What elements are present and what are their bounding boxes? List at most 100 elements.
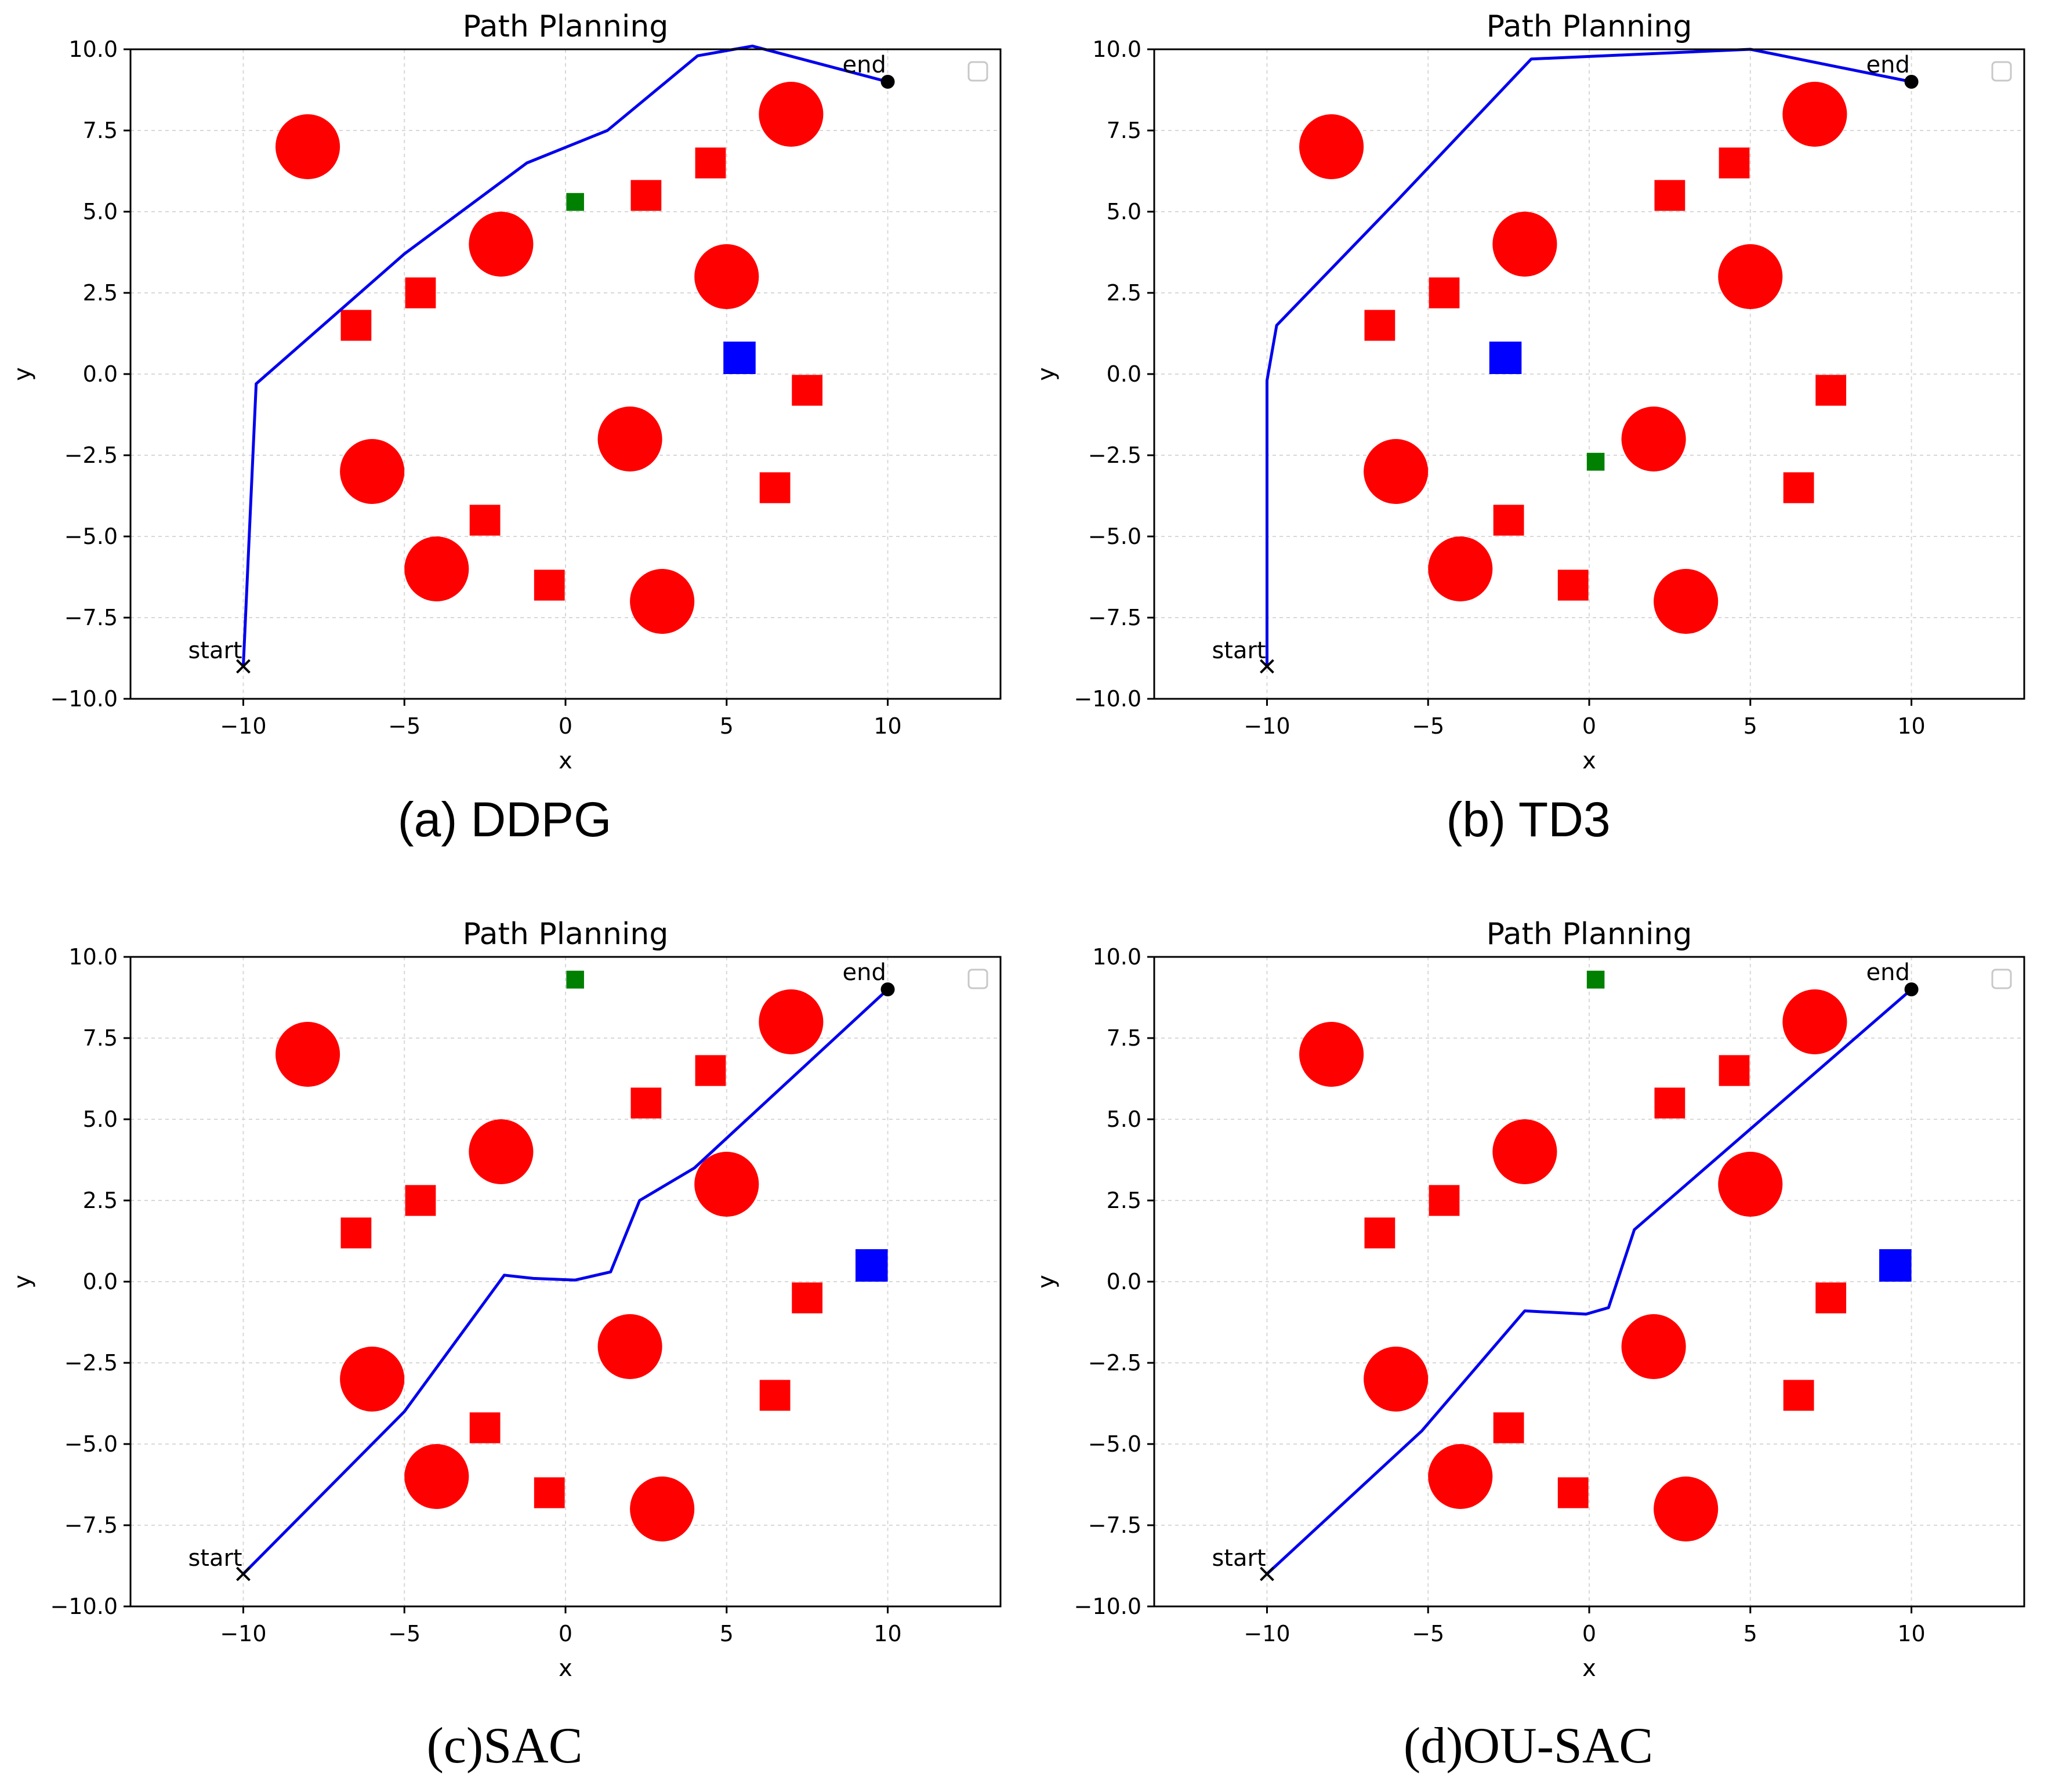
y-tick-label: −5.0	[64, 1431, 118, 1457]
y-tick-label: −5.0	[1088, 524, 1141, 549]
x-tick-label: 5	[720, 713, 734, 739]
obstacle-square	[759, 472, 791, 503]
y-axis-label: y	[1033, 1275, 1060, 1289]
obstacle-circle	[759, 82, 824, 147]
obstacle-square	[695, 1055, 726, 1086]
y-tick-label: 5.0	[1107, 199, 1141, 224]
obstacle-circle	[1428, 536, 1493, 601]
x-axis-label: x	[1582, 1655, 1596, 1682]
y-tick-label: 2.5	[1107, 1188, 1141, 1213]
y-tick-label: −10.0	[50, 1594, 118, 1619]
x-tick-label: −5	[388, 713, 421, 739]
end-marker	[1904, 982, 1919, 996]
x-tick-label: −10	[1244, 713, 1290, 739]
obstacle-square	[340, 1217, 372, 1249]
obstacle-square	[630, 180, 662, 211]
obstacle-square	[534, 1477, 565, 1508]
green-square-marker	[1586, 970, 1605, 989]
x-tick-label: −5	[388, 1621, 421, 1646]
obstacle-square	[405, 277, 436, 309]
x-tick-label: 10	[873, 1621, 901, 1646]
obstacle-square	[1493, 1412, 1524, 1443]
y-tick-label: −7.5	[64, 605, 118, 630]
y-tick-label: −2.5	[64, 442, 118, 468]
y-tick-label: −2.5	[1088, 442, 1141, 468]
legend-box	[1991, 968, 2012, 989]
x-tick-label: −5	[1412, 1621, 1444, 1646]
y-tick-label: 7.5	[83, 118, 118, 143]
caption-a: (a) DDPG	[397, 792, 612, 847]
obstacle-square	[695, 147, 726, 179]
y-tick-label: 2.5	[83, 280, 118, 306]
y-tick-label: −2.5	[64, 1350, 118, 1376]
obstacle-square	[1557, 1477, 1589, 1508]
obstacle-square	[1364, 1217, 1395, 1249]
obstacle-square	[1719, 1055, 1750, 1086]
obstacle-square	[1429, 1185, 1460, 1216]
obstacle-circle	[759, 989, 824, 1054]
start-marker	[1260, 659, 1274, 674]
start-marker	[1260, 1566, 1274, 1581]
y-tick-label: 0.0	[1107, 361, 1141, 387]
blue-square-marker	[723, 342, 756, 374]
start-marker-stroke	[236, 659, 251, 674]
panel-a: Path Planning start end −10 −5 0 5 10 10.0 7.5 5.0…	[0, 0, 1009, 870]
path-line	[242, 988, 889, 1575]
end-label: end	[843, 52, 886, 78]
end-label: end	[1866, 52, 1910, 78]
obstacle-circle	[1299, 114, 1364, 179]
x-tick-label: 0	[1582, 1621, 1596, 1646]
end-label: end	[1866, 959, 1910, 986]
plot-title: Path Planning	[1487, 9, 1692, 44]
obstacle-square	[469, 505, 501, 536]
chart-a: Path Planning start end −10 −5 0 5 10 10.0 7.5 5.0…	[9, 9, 1002, 774]
obstacle-square	[1815, 1282, 1847, 1314]
obstacle-circle	[404, 1444, 469, 1509]
start-marker-stroke	[1260, 659, 1274, 674]
x-tick-label: 5	[1743, 713, 1757, 739]
legend-box	[1991, 61, 2012, 82]
obstacle-square	[792, 375, 823, 406]
x-tick-label: 0	[1582, 713, 1596, 739]
x-tick-label: 10	[873, 713, 901, 739]
chart-d: Path Planning start end −10 −5 0 5 10 10.0 7.5 5.0…	[1033, 917, 2025, 1682]
obstacle-circle	[276, 114, 340, 179]
y-tick-label: −7.5	[1088, 605, 1141, 630]
y-tick-label: −10.0	[1074, 686, 1141, 712]
end-marker	[1904, 75, 1919, 89]
y-tick-label: 5.0	[83, 199, 118, 224]
end-label: end	[843, 959, 886, 986]
blue-square-marker	[856, 1249, 888, 1282]
y-tick-label: 0.0	[83, 1269, 118, 1294]
obstacle-square	[405, 1185, 436, 1216]
obstacle-circle	[1718, 244, 1783, 309]
legend-box	[967, 968, 988, 989]
plot-title: Path Planning	[463, 917, 669, 952]
panel-b: Path Planning start end −10 −5 0 5 10 10.0 7.5 5.0…	[1024, 0, 2033, 870]
obstacle-circle	[694, 244, 759, 309]
obstacle-square	[792, 1282, 823, 1314]
obstacle-square	[1557, 569, 1589, 601]
blue-square-marker	[1879, 1249, 1912, 1282]
x-tick-label: −5	[1412, 713, 1444, 739]
start-label: start	[188, 1545, 242, 1572]
obstacle-square	[534, 569, 565, 601]
obstacle-circle	[1782, 989, 1847, 1054]
obstacle-square	[1719, 147, 1750, 179]
obstacle-square	[1429, 277, 1460, 309]
obstacle-circle	[340, 439, 405, 504]
x-tick-label: 10	[1897, 713, 1925, 739]
y-tick-label: 0.0	[83, 361, 118, 387]
y-tick-label: 7.5	[83, 1025, 118, 1051]
green-square-marker	[566, 970, 584, 989]
obstacle-circle	[1621, 407, 1686, 471]
x-tick-label: −10	[1244, 1621, 1290, 1646]
y-tick-label: 2.5	[83, 1188, 118, 1213]
y-axis-label: y	[9, 367, 36, 381]
green-square-marker	[1586, 452, 1605, 471]
chart-b: Path Planning start end −10 −5 0 5 10 10.0 7.5 5.0…	[1033, 9, 2025, 774]
blue-square-marker	[1489, 342, 1522, 374]
y-tick-label: 10.0	[68, 944, 118, 970]
y-tick-label: −7.5	[64, 1512, 118, 1538]
panel-c: Path Planning start end −10 −5 0 5 10 10.0 7.5 5.0…	[0, 908, 1009, 1778]
